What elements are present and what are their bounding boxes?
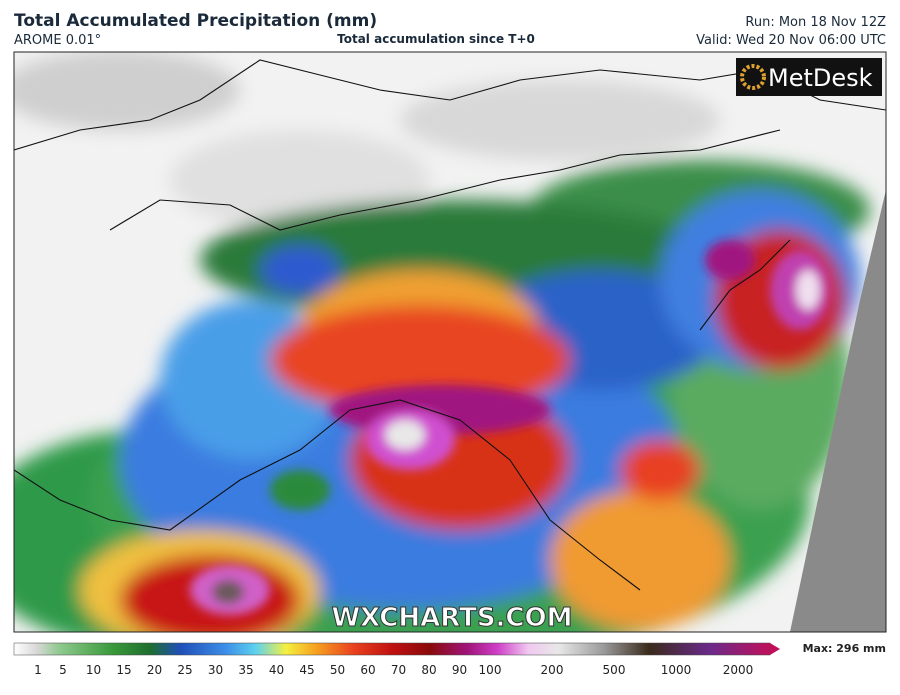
colorbar xyxy=(13,642,771,656)
valid-time: Valid: Wed 20 Nov 06:00 UTC xyxy=(696,33,886,48)
logo-box xyxy=(736,58,882,96)
colorbar-label: 50 xyxy=(330,663,345,677)
colorbar-labels: 1 5 10 15 20 25 30 35 40 45 50 60 70 80 90 100 200 500 100… xyxy=(34,663,753,677)
run-time: Run: Mon 18 Nov 12Z xyxy=(745,15,886,30)
colorbar-label: 40 xyxy=(269,663,284,677)
subtitle: Total accumulation since T+0 xyxy=(337,32,535,46)
colorbar-label: 15 xyxy=(116,663,131,677)
colorbar-label: 20 xyxy=(147,663,162,677)
colorbar-label: 30 xyxy=(208,663,223,677)
map xyxy=(14,52,886,632)
colorbar-label: 70 xyxy=(391,663,406,677)
watermark: WXCHARTS.COM xyxy=(331,603,572,633)
max-label: Max: 296 mm xyxy=(803,642,886,655)
colorbar-label: 200 xyxy=(541,663,564,677)
title: Total Accumulated Precipitation (mm) xyxy=(14,11,377,31)
colorbar-label: 100 xyxy=(479,663,502,677)
model: AROME 0.01° xyxy=(14,33,101,48)
colorbar-label: 10 xyxy=(86,663,101,677)
colorbar-arrow xyxy=(770,643,780,655)
colorbar-label: 90 xyxy=(452,663,467,677)
logo-icon xyxy=(740,64,766,90)
colorbar-label: 1000 xyxy=(661,663,692,677)
colorbar-label: 500 xyxy=(603,663,626,677)
colorbar-label: 2000 xyxy=(723,663,754,677)
colorbar-label: 5 xyxy=(59,663,67,677)
colorbar-label: 45 xyxy=(299,663,314,677)
map-frame xyxy=(13,51,887,633)
colorbar-label: 1 xyxy=(34,663,42,677)
colorbar-label: 80 xyxy=(421,663,436,677)
colorbar-label: 35 xyxy=(238,663,253,677)
colorbar-label: 60 xyxy=(360,663,375,677)
logo-text: MetDesk xyxy=(768,64,873,92)
colorbar-label: 25 xyxy=(177,663,192,677)
